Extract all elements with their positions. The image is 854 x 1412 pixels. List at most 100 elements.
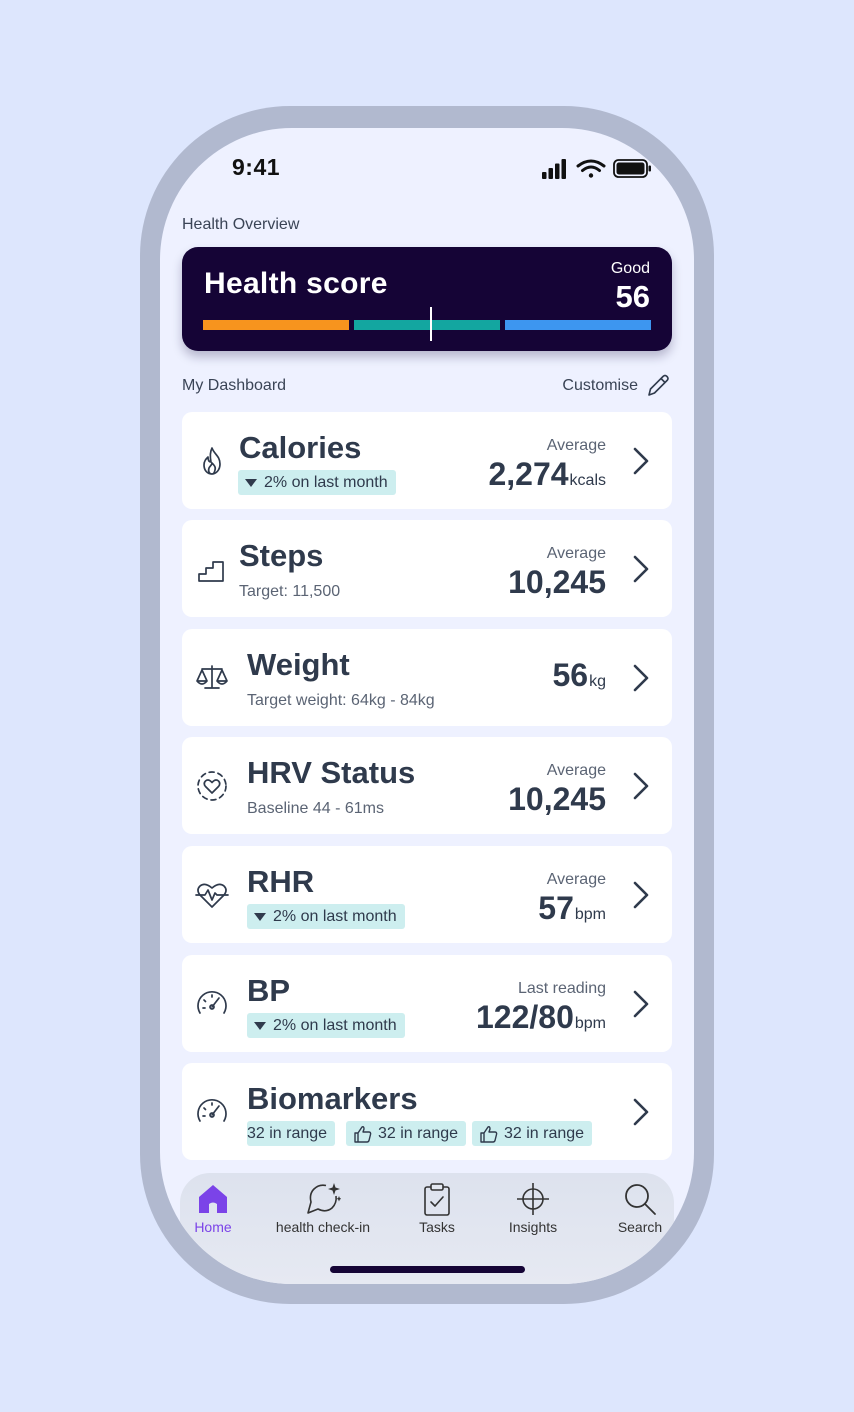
score-bar-mid [354,320,500,330]
chevron-right-icon [633,664,649,692]
health-score-value: 56 [615,279,650,314]
bp-value: 122/80 [476,999,574,1035]
rhr-trend-text: 2% on last month [273,907,397,925]
heart-circle-icon [194,768,230,804]
chevron-right-icon [633,555,649,583]
stairs-icon [194,551,230,587]
score-bar-high [505,320,651,330]
hrv-baseline: Baseline 44 - 61ms [247,800,384,817]
hrv-value-group: 10,245 [508,781,606,818]
biomarkers-badge-text: 32 in range [378,1124,459,1142]
gauge-icon [194,1094,230,1130]
bp-value-group: 122/80 bpm [476,999,606,1036]
scale-icon [194,660,230,696]
chevron-right-icon [633,881,649,909]
steps-value: 10,245 [508,564,606,600]
calories-title: Calories [239,430,362,465]
bp-trend-text: 2% on last month [273,1016,397,1034]
trend-down-icon [254,1021,266,1030]
calories-card[interactable]: Calories 2% on last month Average 2,274 k… [182,412,672,509]
tab-home[interactable]: Home [192,1181,234,1235]
tab-health-check-in[interactable]: health check-in [268,1181,378,1235]
wifi-icon [576,159,606,178]
battery-icon [613,159,651,178]
rhr-value-group: 57 bpm [538,890,606,927]
steps-value-group: 10,245 [508,564,606,601]
biomarkers-badge-text: 32 in range [247,1124,328,1142]
bp-card[interactable]: BP 2% on last month Last reading 122/80 b… [182,955,672,1052]
bp-trend-badge: 2% on last month [247,1013,405,1038]
weight-title: Weight [247,647,350,682]
status-icons [542,159,651,179]
trend-down-icon [245,478,257,487]
steps-target: Target: 11,500 [239,583,341,600]
weight-unit: kg [589,673,606,690]
search-icon [625,1184,656,1215]
chevron-right-icon [633,447,649,475]
status-time: 9:41 [232,154,281,180]
tab-home-label: Home [194,1219,232,1235]
weight-card[interactable]: Weight Target weight: 64kg - 84kg 56 kg [182,629,672,726]
steps-caption: Average [546,545,606,562]
biomarkers-title: Biomarkers [247,1081,418,1116]
tab-tasks-label: Tasks [419,1219,455,1235]
tab-search[interactable]: Search [612,1181,668,1235]
calories-trend-badge: 2% on last month [238,470,396,495]
score-marker [430,307,433,341]
tab-tasks[interactable]: Tasks [406,1181,468,1235]
bp-unit: bpm [574,1015,606,1032]
rhr-caption: Average [546,871,606,888]
steps-card[interactable]: Steps Target: 11,500 Average 10,245 [182,520,672,617]
chevron-right-icon [633,1098,649,1126]
health-overview-label: Health Overview [182,216,300,233]
rhr-value: 57 [538,890,574,926]
biomarkers-badge-text: 32 in range [504,1124,585,1142]
bp-title: BP [247,973,291,1008]
rhr-title: RHR [247,864,315,899]
biomarkers-card[interactable]: Biomarkers 32 in range 32 in range 32 in… [182,1063,672,1160]
biomarkers-badge: 32 in range [346,1121,467,1146]
tab-insights[interactable]: Insights [500,1181,566,1235]
calories-value-group: 2,274 kcals [488,456,606,493]
thumbs-up-icon [480,1125,498,1143]
score-bar-low [203,320,349,330]
calories-unit: kcals [569,472,606,489]
hrv-card[interactable]: HRV Status Baseline 44 - 61ms Average 10… [182,737,672,834]
hrv-caption: Average [546,762,606,779]
calories-trend-text: 2% on last month [264,473,388,491]
hrv-title: HRV Status [247,755,416,790]
my-dashboard-label: My Dashboard [182,377,287,394]
clipboard-check-icon [424,1183,450,1216]
gauge-icon [194,986,230,1022]
trend-down-icon [254,912,266,921]
calories-caption: Average [546,437,606,454]
thumbs-up-icon [354,1125,372,1143]
bp-caption: Last reading [517,980,606,997]
home-icon [199,1185,227,1213]
home-indicator [330,1266,525,1273]
crosshair-icon [517,1183,549,1215]
weight-target: Target weight: 64kg - 84kg [247,692,435,709]
tab-bar: Home health check-in Tasks Insights Sear… [180,1173,674,1284]
biomarkers-badge: 32 in range [472,1121,593,1146]
heartbeat-icon [194,877,230,913]
health-score-card[interactable]: Health score Good 56 [182,247,672,351]
weight-value-group: 56 kg [553,657,607,694]
rhr-trend-badge: 2% on last month [247,904,405,929]
calories-value: 2,274 [488,456,569,492]
hrv-value: 10,245 [508,781,606,817]
chevron-right-icon [633,990,649,1018]
steps-title: Steps [239,538,324,573]
status-bar: 9:41 [160,128,694,208]
biomarkers-badge: 32 in range [247,1121,336,1146]
rhr-card[interactable]: RHR 2% on last month Average 57 bpm [182,846,672,943]
health-score-rating: Good [610,260,650,277]
health-score-title: Health score [204,267,388,300]
customise-label: Customise [562,377,638,394]
tab-search-label: Search [617,1219,663,1235]
tab-insights-label: Insights [508,1219,558,1235]
signal-icon [542,159,566,179]
flame-icon [194,443,230,479]
rhr-unit: bpm [574,906,606,923]
customise-button[interactable]: Customise [562,372,672,400]
